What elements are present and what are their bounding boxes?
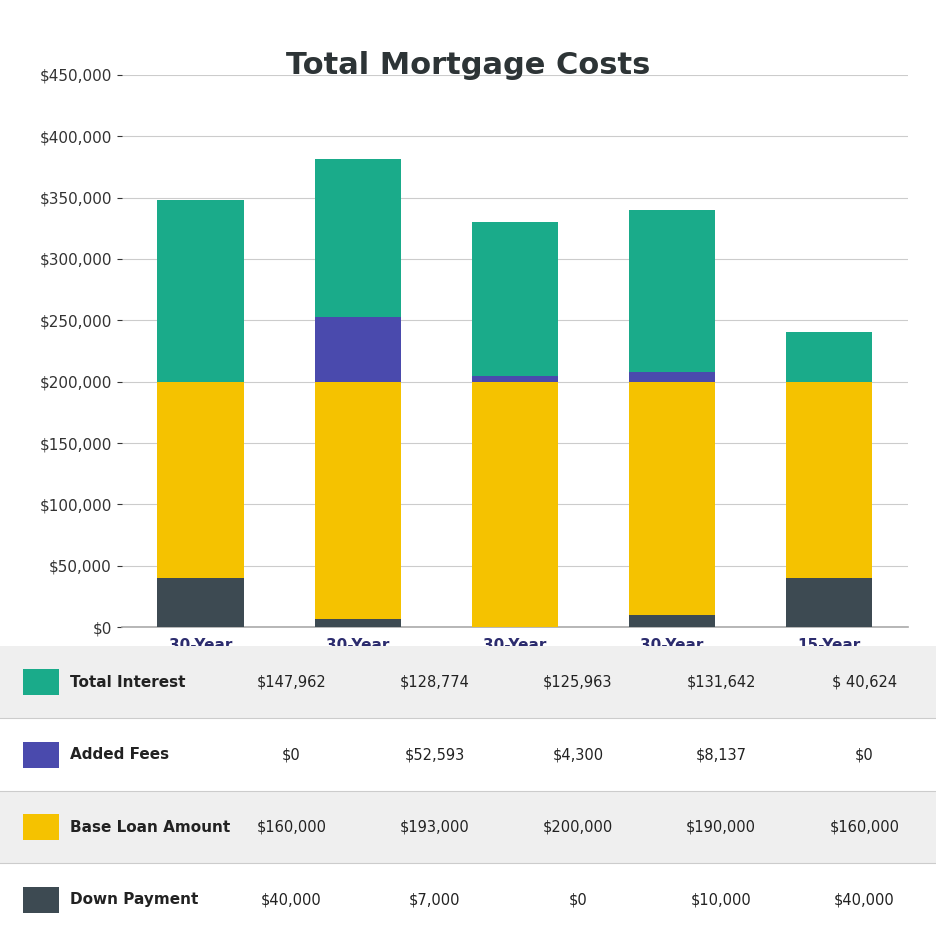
Text: $ 40,624: $ 40,624 — [832, 675, 897, 690]
Text: $147,962: $147,962 — [256, 675, 327, 690]
Text: $160,000: $160,000 — [829, 820, 899, 835]
Bar — [629, 211, 715, 372]
Text: $40,000: $40,000 — [261, 892, 322, 907]
Bar — [472, 382, 558, 627]
Bar — [157, 200, 243, 382]
Bar — [786, 578, 872, 627]
Text: $160,000: $160,000 — [256, 820, 327, 835]
Bar — [629, 372, 715, 382]
Text: $0: $0 — [855, 747, 874, 762]
Text: Down Payment: Down Payment — [70, 892, 198, 907]
Text: $40,000: $40,000 — [834, 892, 895, 907]
Text: Added Fees: Added Fees — [70, 747, 169, 762]
Bar — [786, 332, 872, 382]
Bar — [23, 669, 59, 695]
Text: Total Mortgage Costs: Total Mortgage Costs — [285, 51, 651, 80]
Bar — [314, 159, 401, 317]
Text: $4,300: $4,300 — [552, 747, 604, 762]
Text: $52,593: $52,593 — [404, 747, 465, 762]
Bar — [472, 376, 558, 382]
Bar — [472, 222, 558, 376]
Bar — [314, 382, 401, 619]
Text: $0: $0 — [282, 747, 301, 762]
Text: Base Loan Amount: Base Loan Amount — [70, 820, 230, 835]
Bar — [23, 741, 59, 768]
Text: $0: $0 — [568, 892, 588, 907]
Bar — [314, 619, 401, 627]
Bar — [786, 382, 872, 578]
Text: $200,000: $200,000 — [543, 820, 613, 835]
Bar — [0, 863, 936, 936]
Bar — [629, 615, 715, 627]
Text: $131,642: $131,642 — [686, 675, 756, 690]
Bar — [314, 317, 401, 382]
Text: $7,000: $7,000 — [409, 892, 461, 907]
Bar — [629, 382, 715, 615]
Text: $128,774: $128,774 — [400, 675, 470, 690]
Bar — [0, 719, 936, 791]
Text: $190,000: $190,000 — [686, 820, 756, 835]
Bar — [0, 646, 936, 719]
Bar — [23, 886, 59, 913]
Bar — [157, 578, 243, 627]
Bar — [0, 791, 936, 863]
Text: $125,963: $125,963 — [543, 675, 613, 690]
Text: Total Interest: Total Interest — [70, 675, 185, 690]
Text: $8,137: $8,137 — [695, 747, 747, 762]
Text: $193,000: $193,000 — [400, 820, 470, 835]
Text: $10,000: $10,000 — [691, 892, 752, 907]
Bar — [23, 814, 59, 841]
Bar — [157, 382, 243, 578]
